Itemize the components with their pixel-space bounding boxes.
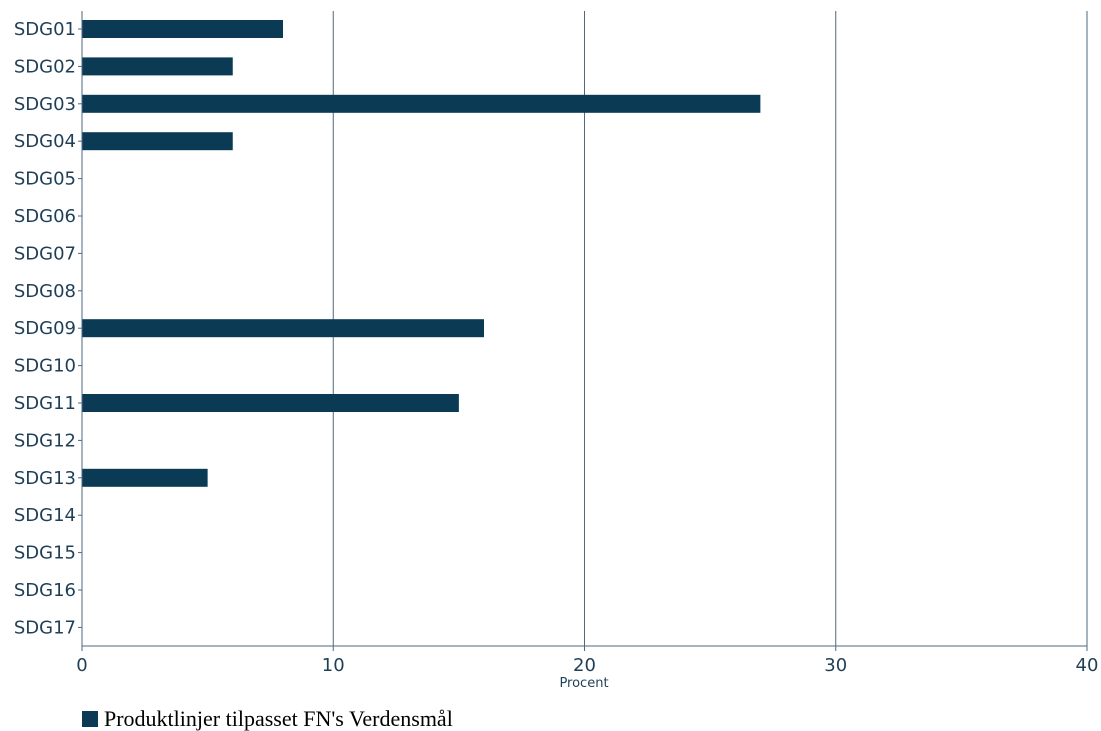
y-tick-label: SDG03 xyxy=(14,94,76,115)
y-tick-label: SDG10 xyxy=(14,356,76,377)
y-tick-label: SDG15 xyxy=(14,543,76,564)
bar xyxy=(82,319,484,338)
axes: 0 10 20 30 40 SDG01 SDG02 SDG03 SDG04 SDG05 SDG06 S… xyxy=(14,11,1099,676)
bars xyxy=(82,20,761,487)
legend: Produktlinjer tilpasset FN's Verdensmål xyxy=(82,708,453,730)
x-axis-label: Procent xyxy=(559,676,608,691)
y-tick-label: SDG06 xyxy=(14,206,76,227)
legend-swatch xyxy=(82,711,98,727)
y-tick-label: SDG13 xyxy=(14,468,76,489)
y-tick-label: SDG14 xyxy=(14,505,76,526)
y-tick-label: SDG01 xyxy=(14,19,76,40)
y-tick-label: SDG05 xyxy=(14,169,76,190)
bar xyxy=(82,132,233,151)
y-tick-label: SDG07 xyxy=(14,243,76,264)
y-tick-label: SDG16 xyxy=(14,580,76,601)
y-tick-label: SDG04 xyxy=(14,131,76,152)
x-tick-label: 30 xyxy=(824,655,847,676)
bar xyxy=(82,468,208,487)
y-tick-label: SDG17 xyxy=(14,617,76,638)
x-tick-label: 0 xyxy=(76,655,87,676)
bar xyxy=(82,20,283,38)
x-tick-label: 10 xyxy=(322,655,345,676)
y-tick-label: SDG12 xyxy=(14,430,76,451)
y-tick-label: SDG11 xyxy=(14,393,76,414)
y-tick-label: SDG08 xyxy=(14,281,76,302)
bar xyxy=(82,394,459,412)
y-tick-label: SDG02 xyxy=(14,56,76,77)
x-tick-label: 40 xyxy=(1076,655,1099,676)
bar xyxy=(82,57,233,76)
bar xyxy=(82,94,761,113)
x-tick-label: 20 xyxy=(573,655,596,676)
y-tick-label: SDG09 xyxy=(14,318,76,339)
legend-label: Produktlinjer tilpasset FN's Verdensmål xyxy=(104,706,453,731)
